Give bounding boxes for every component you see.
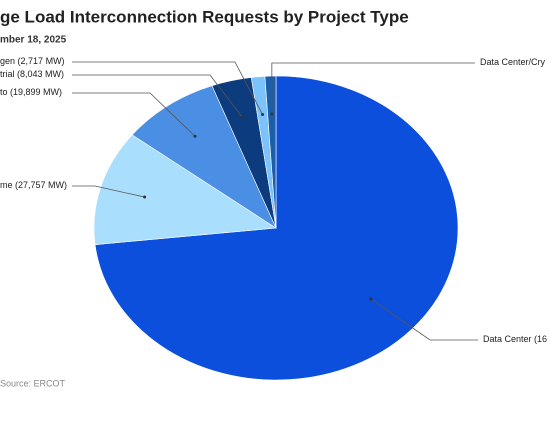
leader-line <box>72 61 263 115</box>
slice-name: to <box>0 87 8 97</box>
slice-value: (16 <box>534 334 547 344</box>
slice-value: (2,717 MW) <box>18 56 65 66</box>
slice-name: Data Center <box>483 334 532 344</box>
slice-name: trial <box>0 69 15 79</box>
leader-dot <box>143 195 147 199</box>
leader-line <box>72 185 145 198</box>
pie-slice <box>93 134 277 245</box>
slice-value: (19,899 MW) <box>10 87 62 97</box>
chart-subtitle: mber 18, 2025 <box>0 35 67 46</box>
slice-label: to (19,899 MW) <box>0 87 62 97</box>
chart-title: ge Load Interconnection Requests by Proj… <box>0 7 409 26</box>
slice-name: me <box>0 180 13 190</box>
slice-value: (27,757 MW) <box>15 180 67 190</box>
slice-label: gen (2,717 MW) <box>0 56 65 66</box>
leader-line <box>370 298 478 341</box>
slice-name: gen <box>0 56 15 66</box>
leader-line <box>271 62 475 115</box>
leader-line <box>72 92 196 137</box>
slice-label: trial (8,043 MW) <box>0 69 64 79</box>
slice-label: Data Center/Cry <box>480 57 546 67</box>
leader-dot <box>261 113 265 117</box>
slice-label: me (27,757 MW) <box>0 180 67 190</box>
pie-slice <box>131 85 277 229</box>
source: Source: ERCOT <box>0 378 66 388</box>
slice-label: Data Center (16 <box>483 334 547 344</box>
leader-line <box>72 74 243 118</box>
slice-value: (8,043 MW) <box>17 69 64 79</box>
leader-dot <box>270 112 274 116</box>
leader-dot <box>241 115 245 119</box>
leader-dot <box>193 134 197 138</box>
slice-name: Data Center/Cry <box>480 57 546 67</box>
leader-dot <box>369 297 373 301</box>
